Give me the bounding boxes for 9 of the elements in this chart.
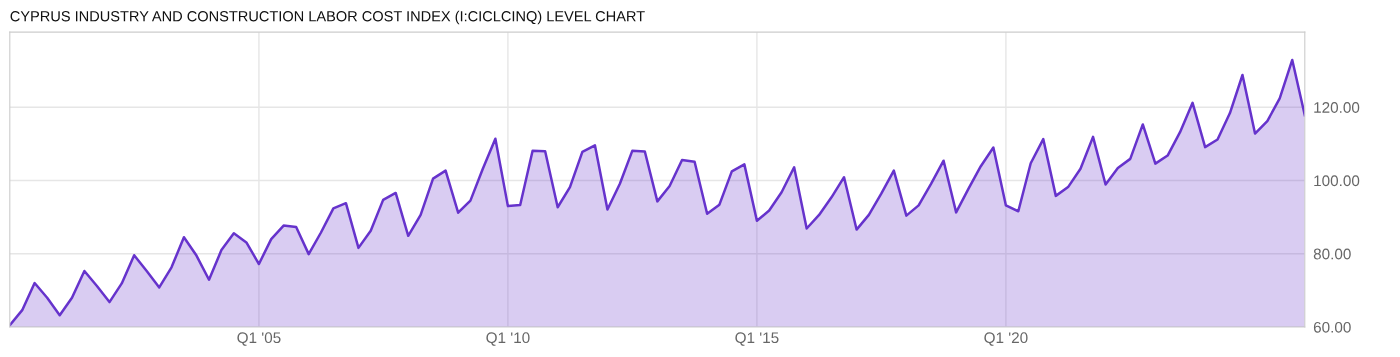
- x-tick-label: Q1 '15: [735, 332, 779, 346]
- y-tick-label: 80.00: [1313, 248, 1351, 260]
- y-tick-label: 60.00: [1313, 321, 1351, 333]
- y-tick-label: 100.00: [1314, 175, 1360, 187]
- y-tick-label: 120.00: [1314, 102, 1360, 113]
- chart-title: CYPRUS INDUSTRY AND CONSTRUCTION LABOR COST INDEX (I:CICLCINQ) LEVEL CHART: [10, 10, 645, 25]
- x-tick-label: Q1 '10: [486, 332, 530, 346]
- x-tick-label: Q1 '20: [984, 332, 1028, 346]
- x-tick-label: Q1 '05: [237, 332, 281, 346]
